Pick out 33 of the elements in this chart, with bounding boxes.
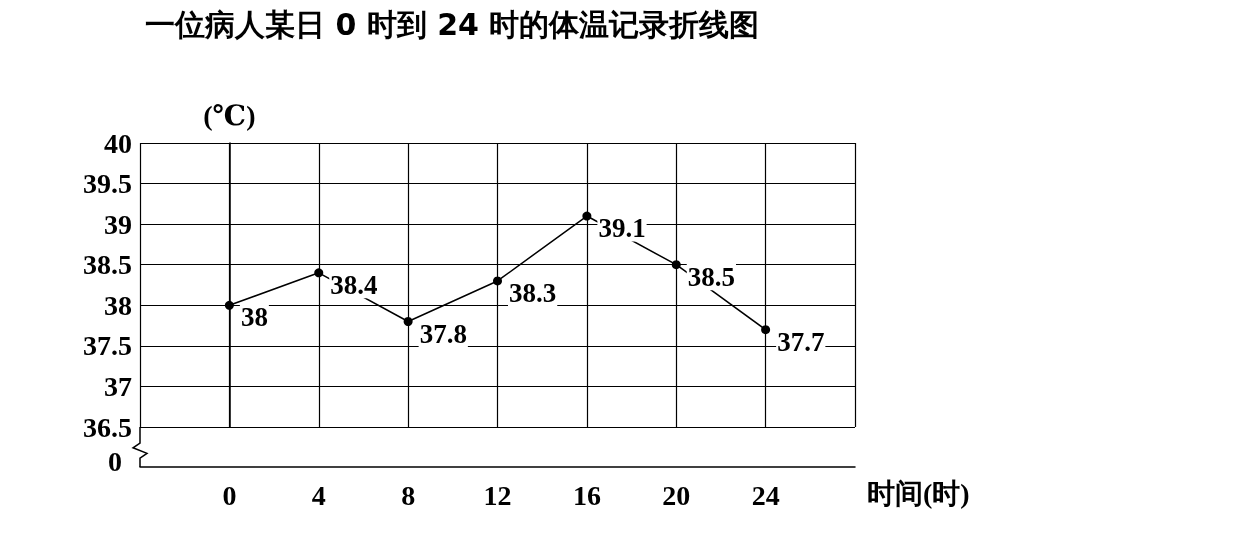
text: 0 (108, 445, 122, 477)
y-tick-label: 36.5 (83, 411, 132, 443)
data-label: 37.8 (419, 318, 467, 349)
point (493, 276, 502, 286)
x-tick-label: 24 (751, 479, 780, 511)
point (761, 325, 771, 335)
point (314, 268, 324, 278)
data-label: 38.4 (330, 269, 378, 300)
x-tick-label: 12 (483, 479, 512, 511)
x-axis-title: 时间(时) (867, 477, 970, 509)
x-tick-label: 20 (662, 479, 691, 511)
data-label: 38.5 (687, 261, 735, 292)
data-label: 37.7 (777, 326, 825, 357)
y-tick-label: 38.5 (83, 249, 132, 281)
data-label: 39.1 (598, 213, 646, 244)
point (224, 300, 234, 310)
y-tick-label: 40 (104, 127, 132, 159)
x-tick-label: 0 (222, 479, 237, 511)
x-tick-label: 8 (401, 479, 416, 511)
chart-title: 一位病人某日 0 时到 24 时的体温记录折线图 (145, 6, 760, 42)
y-tick-label: 38 (104, 289, 132, 321)
point (403, 317, 413, 327)
y-axis-title: (℃) (203, 99, 256, 131)
point (671, 260, 681, 270)
y-tick-label: 39.5 (83, 168, 132, 200)
x-tick-label: 16 (572, 479, 601, 511)
y-tick-label: 37 (104, 370, 132, 402)
data-label: 38 (240, 302, 268, 333)
y-tick-label: 37.5 (83, 330, 132, 362)
data-label: 38.3 (509, 277, 557, 308)
point (582, 211, 592, 221)
y-tick-label: 39 (104, 208, 132, 240)
x-tick-label: 4 (311, 479, 326, 511)
